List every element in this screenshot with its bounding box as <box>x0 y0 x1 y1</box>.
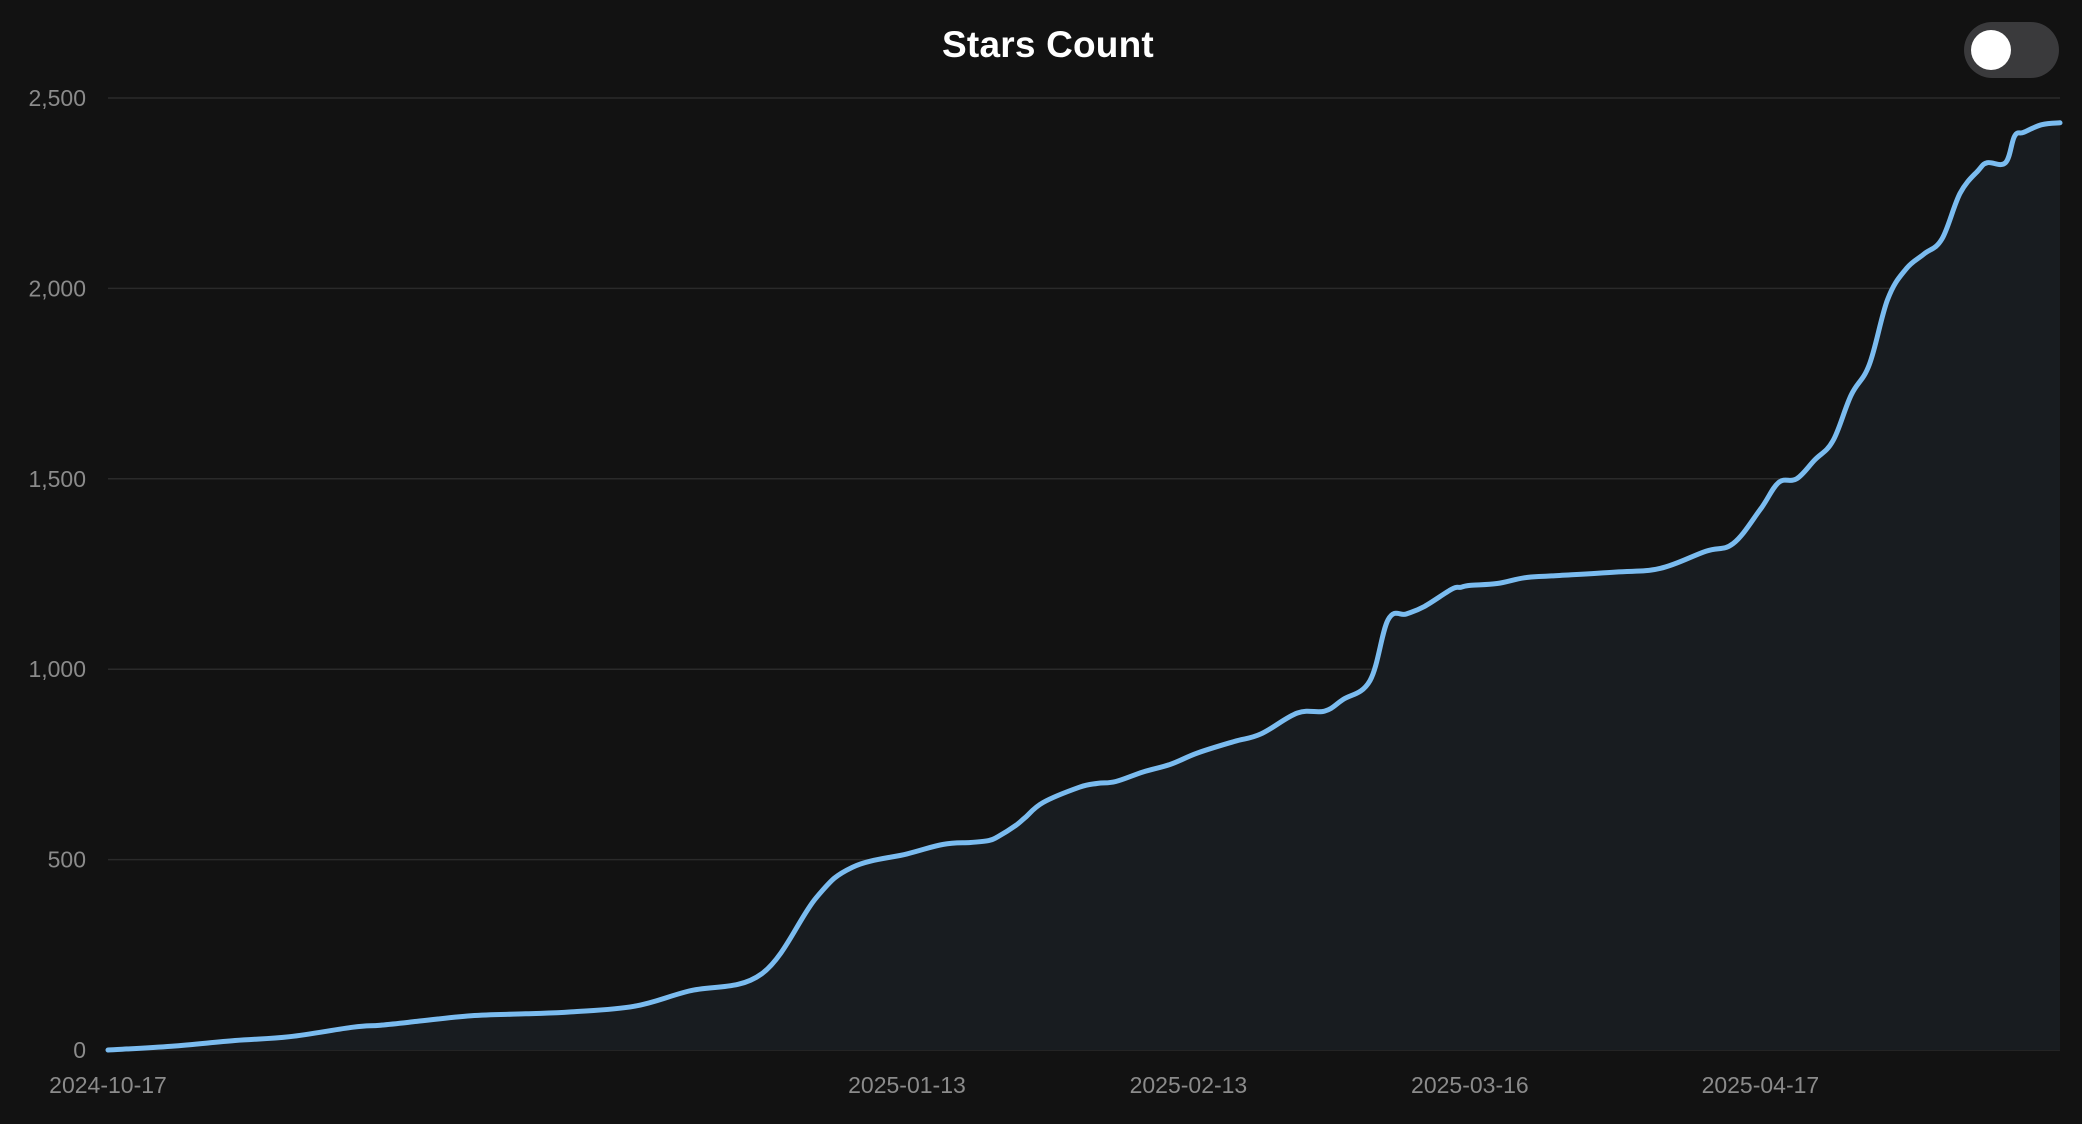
x-axis-ticks: 2024-10-17 2025-01-13 2025-02-13 2025-03-16… <box>49 1072 1819 1098</box>
data-point <box>569 1009 574 1014</box>
data-point <box>759 971 764 976</box>
data-point <box>814 895 819 900</box>
data-point <box>1023 815 1028 820</box>
x-tick-label: 2025-01-13 <box>848 1072 966 1098</box>
data-point <box>414 1019 419 1024</box>
data-point <box>1921 252 1926 257</box>
data-point <box>1958 191 1963 196</box>
y-tick-label: 1,500 <box>28 466 86 492</box>
chart-title: Stars Count <box>942 24 1154 65</box>
data-point <box>1404 612 1409 617</box>
data-point <box>1259 731 1264 736</box>
data-point <box>968 840 973 845</box>
data-point <box>850 865 855 870</box>
data-point <box>2003 160 2008 165</box>
data-point <box>351 1025 356 1030</box>
data-point <box>1077 785 1082 790</box>
data-point <box>287 1034 292 1039</box>
data-point <box>1041 800 1046 805</box>
data-point <box>2058 120 2063 125</box>
data-point <box>1386 617 1391 622</box>
data-point <box>1703 549 1708 554</box>
series-line <box>105 120 2063 1053</box>
data-point <box>2039 122 2044 127</box>
data-point <box>1758 507 1763 512</box>
data-point <box>1422 604 1427 609</box>
data-point <box>1095 781 1100 786</box>
data-point <box>1976 168 1981 173</box>
y-tick-label: 1,000 <box>28 656 86 682</box>
data-point <box>169 1044 174 1049</box>
data-point <box>2012 134 2017 139</box>
data-point <box>1013 823 1018 828</box>
data-point <box>1449 587 1454 592</box>
x-tick-label: 2024-10-17 <box>49 1072 167 1098</box>
y-axis-ticks: 0 500 1,000 1,500 2,000 2,500 <box>28 85 86 1063</box>
data-point <box>1522 575 1527 580</box>
toggle-knob <box>1971 30 2011 70</box>
data-point <box>233 1038 238 1043</box>
data-point <box>1195 751 1200 756</box>
y-tick-label: 2,000 <box>28 275 86 301</box>
data-point <box>1867 362 1872 367</box>
data-point <box>1812 457 1817 462</box>
data-point <box>1794 476 1799 481</box>
data-point <box>905 851 910 856</box>
data-point <box>106 1048 111 1053</box>
x-tick-label: 2025-03-16 <box>1411 1072 1529 1098</box>
data-point <box>1141 770 1146 775</box>
data-point <box>1849 393 1854 398</box>
data-point <box>1940 236 1945 241</box>
data-point <box>1295 711 1300 716</box>
y-tick-label: 2,500 <box>28 85 86 111</box>
series-area <box>108 122 2060 1051</box>
theme-toggle[interactable] <box>1964 22 2059 78</box>
data-point <box>995 834 1000 839</box>
data-point <box>1831 438 1836 443</box>
data-point <box>2021 130 2026 135</box>
y-tick-label: 0 <box>73 1037 86 1063</box>
data-point <box>1903 267 1908 272</box>
data-point <box>1495 581 1500 586</box>
x-tick-label: 2025-02-13 <box>1130 1072 1248 1098</box>
data-point <box>1340 697 1345 702</box>
data-point <box>1731 541 1736 546</box>
data-point <box>1113 779 1118 784</box>
data-point <box>1985 160 1990 165</box>
x-tick-label: 2025-04-17 <box>1702 1072 1820 1098</box>
data-point <box>1322 709 1327 714</box>
data-point <box>1368 678 1373 683</box>
data-point <box>986 838 991 843</box>
data-point <box>1549 573 1554 578</box>
data-point <box>1458 585 1463 590</box>
data-point <box>1467 583 1472 588</box>
data-point <box>523 1011 528 1016</box>
data-point <box>1613 570 1618 575</box>
data-point <box>1776 480 1781 485</box>
data-point <box>378 1023 383 1028</box>
data-point <box>687 989 692 994</box>
data-point <box>1658 566 1663 571</box>
data-point <box>1168 762 1173 767</box>
data-point <box>469 1013 474 1018</box>
area-layer <box>108 122 2060 1051</box>
data-point <box>1231 739 1236 744</box>
data-point <box>1885 297 1890 302</box>
data-point <box>632 1004 637 1009</box>
data-point <box>941 842 946 847</box>
y-tick-label: 500 <box>48 847 86 873</box>
line-layer <box>105 120 2063 1053</box>
